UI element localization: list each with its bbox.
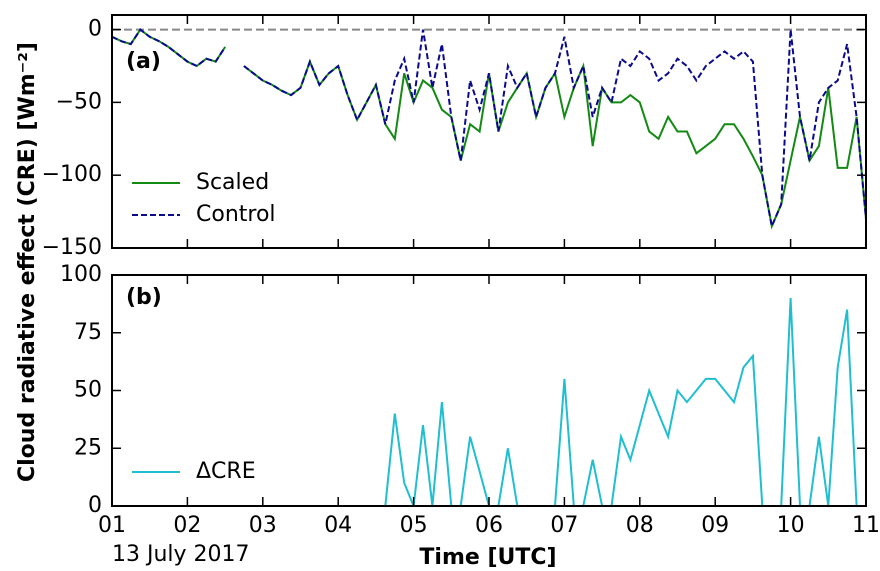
x-tick-label: 03 bbox=[249, 513, 277, 538]
y-tick-label: 75 bbox=[74, 320, 102, 345]
data-line bbox=[112, 28, 866, 230]
legend-label: ΔCRE bbox=[196, 459, 256, 484]
y-tick-label: −50 bbox=[56, 89, 102, 114]
x-tick-label: 09 bbox=[701, 513, 729, 538]
y-tick-label: 50 bbox=[74, 378, 102, 403]
legend-label: Control bbox=[196, 202, 276, 227]
y-tick-label: 25 bbox=[74, 435, 102, 460]
y-tick-label: −100 bbox=[42, 162, 102, 187]
y-tick-label: 0 bbox=[88, 17, 102, 42]
x-axis-label: Time [UTC] bbox=[419, 545, 556, 570]
x-tick-label: 05 bbox=[400, 513, 428, 538]
legend-label: Scaled bbox=[196, 170, 269, 195]
x-tick-label: 08 bbox=[626, 513, 654, 538]
y-tick-label: 100 bbox=[60, 262, 102, 287]
y-tick-label: −150 bbox=[42, 235, 102, 260]
panel-label: (b) bbox=[126, 285, 162, 310]
y-axis-label: Cloud radiative effect (CRE) [Wm⁻²] bbox=[15, 42, 40, 482]
x-tick-label: 01 bbox=[98, 513, 126, 538]
x-tick-label: 04 bbox=[324, 513, 352, 538]
x-tick-label: 11 bbox=[852, 513, 880, 538]
x-tick-label: 07 bbox=[550, 513, 578, 538]
x-tick-label: 02 bbox=[173, 513, 201, 538]
data-line bbox=[112, 28, 866, 230]
panel-label: (a) bbox=[126, 49, 161, 74]
x-tick-label: 06 bbox=[475, 513, 503, 538]
x-tick-label: 10 bbox=[777, 513, 805, 538]
y-tick-label: 0 bbox=[88, 493, 102, 518]
date-label: 13 July 2017 bbox=[112, 542, 250, 567]
data-line bbox=[112, 298, 866, 506]
